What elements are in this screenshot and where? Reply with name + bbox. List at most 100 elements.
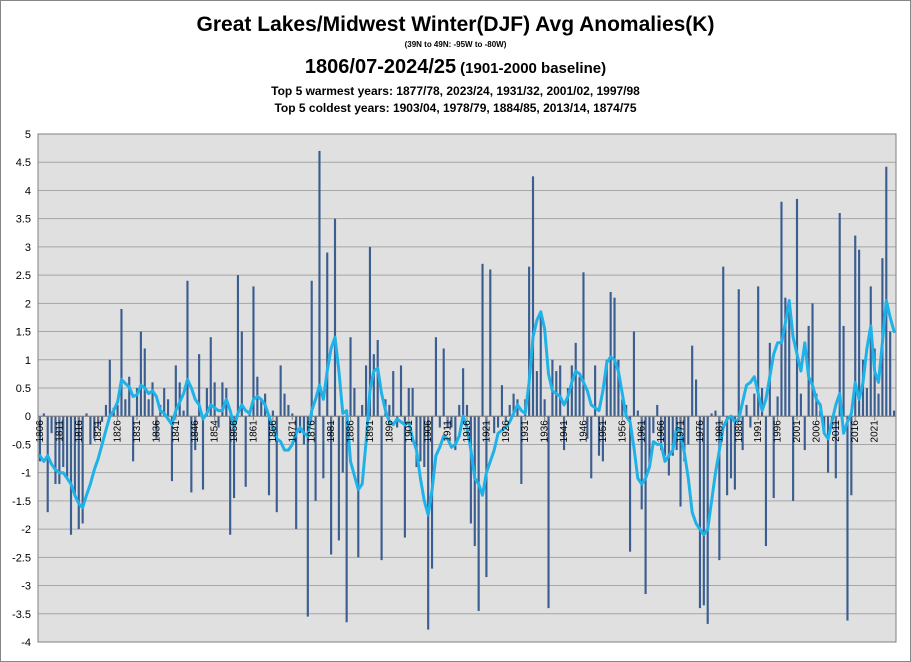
x-tick-label: 2001 (792, 420, 803, 443)
warmest-years-line: Top 5 warmest years: 1877/78, 2023/24, 1… (271, 84, 640, 98)
x-tick-label: 1816 (74, 420, 85, 443)
anomaly-bar (217, 416, 220, 428)
anomaly-bar (784, 297, 787, 417)
anomaly-bar (100, 416, 104, 422)
anomaly-bar (776, 396, 779, 417)
anomaly-bar (116, 404, 119, 417)
x-tick-label: 1916 (462, 420, 473, 443)
anomaly-bar (291, 413, 294, 417)
x-tick-label: 1941 (559, 420, 570, 443)
anomaly-bar (481, 263, 484, 417)
anomaly-bar (85, 413, 88, 417)
anomaly-bar (42, 413, 45, 417)
anomaly-bar (392, 371, 395, 417)
x-tick-label: 1891 (365, 420, 376, 443)
anomaly-bar (295, 416, 298, 530)
anomaly-bar (260, 399, 263, 417)
anomaly-bar (388, 404, 391, 417)
x-tick-label: 2011 (831, 420, 842, 442)
anomaly-bar (636, 410, 639, 417)
anomaly-bar (508, 404, 511, 417)
anomaly-bar (780, 201, 783, 417)
y-tick-label: -4 (21, 637, 31, 649)
x-tick-label: 1871 (287, 420, 298, 443)
anomaly-bar (135, 388, 139, 417)
anomaly-bar (590, 416, 593, 479)
anomaly-bar (298, 416, 302, 434)
x-tick-label: 1906 (423, 420, 434, 443)
anomaly-bar (132, 416, 135, 462)
anomaly-bar (77, 416, 80, 530)
anomaly-bar (229, 416, 232, 535)
anomaly-bar (803, 416, 806, 451)
x-tick-label: 1841 (171, 420, 182, 443)
anomaly-bar (531, 176, 535, 417)
anomaly-bar (434, 337, 438, 417)
anomaly-bar (93, 416, 96, 439)
anomaly-bar (741, 416, 744, 451)
anomaly-bar (574, 342, 577, 417)
anomaly-bar (757, 286, 760, 417)
anomaly-bar (788, 303, 791, 417)
anomaly-bar (609, 292, 612, 417)
anomaly-bar (477, 416, 480, 611)
anomaly-bar (594, 365, 597, 417)
anomaly-bar (287, 404, 290, 417)
anomaly-bar (764, 416, 768, 547)
x-tick-label: 1991 (753, 420, 764, 443)
x-tick-label: 1931 (520, 420, 531, 443)
x-tick-label: 1936 (540, 420, 551, 443)
y-tick-label: 2.5 (16, 270, 31, 282)
anomaly-bar (570, 365, 573, 417)
anomaly-bar (240, 331, 243, 417)
anomaly-bar (726, 416, 729, 496)
anomaly-bar (745, 404, 748, 417)
anomaly-bar (81, 416, 84, 524)
anomaly-bar (617, 359, 620, 417)
anomaly-bar (368, 246, 372, 417)
anomaly-bar (621, 399, 624, 417)
anomaly-bar (889, 331, 892, 417)
anomaly-bar (640, 416, 643, 510)
anomaly-bar (691, 345, 694, 417)
anomaly-bar (698, 416, 702, 609)
anomaly-bar (683, 416, 686, 462)
anomaly-bar (205, 388, 208, 417)
x-tick-label: 1926 (501, 420, 512, 443)
y-tick-label: -2.5 (12, 552, 31, 564)
anomaly-bar (438, 416, 441, 428)
anomaly-bar (139, 331, 142, 417)
x-tick-label: 1806 (35, 420, 46, 443)
x-tick-label: 1966 (656, 420, 667, 443)
anomaly-bar (854, 235, 857, 417)
anomaly-bar (520, 416, 523, 484)
anomaly-bar (73, 416, 76, 496)
anomaly-bar (252, 286, 255, 417)
y-tick-label: 1 (25, 355, 31, 367)
anomaly-bar (644, 416, 647, 595)
x-tick-label: 1996 (773, 420, 784, 443)
anomaly-bar (349, 337, 352, 417)
anomaly-bar (318, 150, 321, 417)
anomaly-bar (512, 393, 515, 417)
anomaly-bar (380, 416, 383, 561)
anomaly-bar (799, 393, 802, 417)
anomaly-bar (710, 413, 713, 417)
x-tick-label: 1886 (346, 420, 357, 443)
anomaly-bar (547, 416, 550, 609)
anomaly-bar (46, 416, 49, 513)
x-tick-label: 2016 (850, 420, 861, 443)
anomaly-bar (345, 416, 348, 623)
anomaly-bar (885, 166, 888, 417)
anomaly-bar (66, 416, 69, 479)
x-tick-label: 1951 (598, 420, 609, 443)
x-tick-label: 1866 (268, 420, 279, 443)
anomaly-bar (846, 416, 849, 621)
anomaly-bar (865, 388, 868, 417)
anomaly-bar (815, 393, 818, 417)
anomaly-bar (120, 308, 123, 417)
anomaly-bar (330, 416, 333, 555)
anomaly-bar (795, 198, 799, 417)
anomaly-bar (201, 416, 205, 490)
